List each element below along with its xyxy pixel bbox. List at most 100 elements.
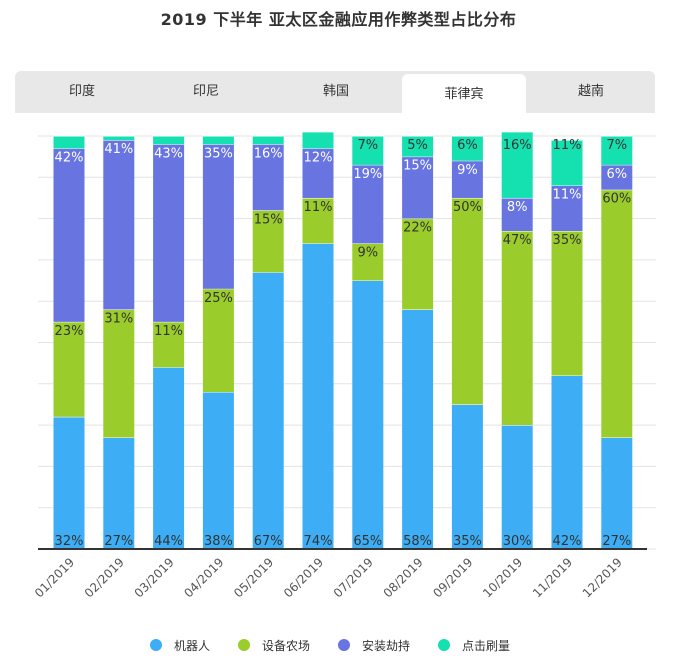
- legend-item-robot[interactable]: 机器人: [150, 637, 210, 654]
- bar-segment: [252, 210, 284, 273]
- legend-swatch-robot: [150, 639, 162, 651]
- bar-segment: [153, 136, 185, 145]
- x-tick-label: 03/2019: [132, 555, 177, 600]
- legend-swatch-click-fraud: [438, 639, 451, 651]
- bar-segment: [551, 185, 583, 231]
- data-label: 11%: [304, 200, 333, 215]
- data-label: 32%: [55, 534, 84, 549]
- bar-segment: [302, 197, 334, 244]
- bar-segment: [402, 136, 434, 157]
- data-label: 27%: [104, 534, 133, 549]
- bar-segment: [402, 218, 434, 310]
- bar-segment: [53, 416, 85, 549]
- bar-segment: [53, 148, 85, 322]
- bar-segment: [202, 392, 234, 549]
- data-label: 31%: [104, 311, 133, 326]
- x-tick-label: 04/2019: [181, 555, 226, 600]
- data-label: 11%: [154, 324, 183, 339]
- bar-segment: [103, 140, 135, 310]
- data-label: 43%: [154, 146, 183, 161]
- data-label: 65%: [353, 534, 382, 549]
- bar-segment: [53, 321, 85, 417]
- bar-segment: [501, 230, 533, 426]
- tab-korea[interactable]: 韩国: [322, 84, 349, 99]
- data-label: 35%: [453, 534, 482, 549]
- data-label: 9%: [357, 245, 378, 260]
- bar-segment: [302, 148, 334, 198]
- bar-segment: [451, 197, 483, 405]
- bar-segment: [501, 425, 533, 549]
- bar-segment: [352, 280, 384, 549]
- data-label: 16%: [254, 146, 283, 161]
- legend-label-install-hijack: 安装劫持: [362, 638, 411, 653]
- data-label: 60%: [602, 192, 631, 207]
- data-label: 9%: [457, 163, 478, 178]
- bar-segment: [551, 375, 583, 549]
- tab-vietnam[interactable]: 越南: [577, 84, 604, 99]
- data-label: 44%: [154, 534, 183, 549]
- bar-segment: [352, 164, 384, 244]
- bar-segment: [202, 144, 234, 289]
- data-label: 11%: [553, 188, 582, 203]
- data-label: 35%: [204, 146, 233, 161]
- bar-segment: [103, 437, 135, 549]
- data-label: 41%: [104, 142, 133, 157]
- bar-segment: [402, 309, 434, 549]
- legend-item-click-fraud[interactable]: 点击刷量: [438, 637, 510, 654]
- data-label: 19%: [353, 167, 382, 182]
- data-label: 11%: [553, 138, 582, 153]
- x-tick-label: 02/2019: [82, 555, 127, 600]
- data-label: 47%: [503, 233, 532, 248]
- data-label: 58%: [403, 534, 432, 549]
- tab-indonesia[interactable]: 印尼: [192, 84, 219, 99]
- tab-india[interactable]: 印度: [68, 84, 95, 99]
- bar-segment: [352, 243, 384, 281]
- data-label: 74%: [304, 534, 333, 549]
- x-tick-label: 07/2019: [331, 555, 376, 600]
- bar-segment: [402, 156, 434, 219]
- data-label: 8%: [507, 200, 528, 215]
- x-tick-label: 10/2019: [480, 555, 525, 600]
- bar-segment: [451, 404, 483, 549]
- country-tab-bar: 印度 印尼 韩国 菲律宾 越南: [15, 71, 655, 116]
- bar-segment: [302, 131, 334, 149]
- data-label: 27%: [602, 534, 631, 549]
- chart-legend: 机器人 设备农场 安装劫持 点击刷量: [150, 636, 538, 654]
- data-label: 6%: [457, 138, 478, 153]
- legend-swatch-device-farm: [238, 639, 251, 651]
- data-label: 15%: [254, 212, 283, 227]
- x-tick-label: 12/2019: [580, 555, 625, 600]
- bar-segment: [252, 144, 284, 211]
- chart-title: 2019 下半年 亚太区金融应用作弊类型占比分布: [160, 10, 517, 29]
- data-label: 7%: [606, 138, 627, 153]
- tab-philippines[interactable]: 菲律宾: [402, 74, 526, 116]
- data-label: 6%: [606, 167, 627, 182]
- data-label: 42%: [553, 534, 582, 549]
- legend-label-robot: 机器人: [174, 638, 211, 653]
- bar-segment: [252, 272, 284, 549]
- bar-segment: [551, 140, 583, 186]
- bar-segment: [153, 367, 185, 549]
- legend-swatch-install-hijack: [338, 639, 351, 651]
- x-tick-label: 09/2019: [430, 555, 475, 600]
- x-tick-label: 01/2019: [32, 555, 77, 600]
- bar-segment: [103, 136, 135, 141]
- legend-item-install-hijack[interactable]: 安装劫持: [338, 637, 410, 654]
- data-label: 42%: [55, 150, 84, 165]
- data-label: 12%: [304, 150, 333, 165]
- legend-label-device-farm: 设备农场: [262, 638, 311, 653]
- bar-segment: [601, 136, 633, 165]
- data-label: 23%: [55, 324, 84, 339]
- bar-segment: [153, 321, 185, 368]
- bar-segment: [202, 136, 234, 145]
- bar-segment: [451, 160, 483, 198]
- bar-segment: [302, 243, 334, 549]
- x-tick-label: 11/2019: [530, 555, 575, 600]
- data-label: 5%: [407, 138, 428, 153]
- legend-item-device-farm[interactable]: 设备农场: [238, 637, 310, 654]
- data-label: 7%: [357, 138, 378, 153]
- data-label: 16%: [503, 138, 532, 153]
- x-tick-label: 05/2019: [231, 555, 276, 600]
- bar-segment: [352, 136, 384, 165]
